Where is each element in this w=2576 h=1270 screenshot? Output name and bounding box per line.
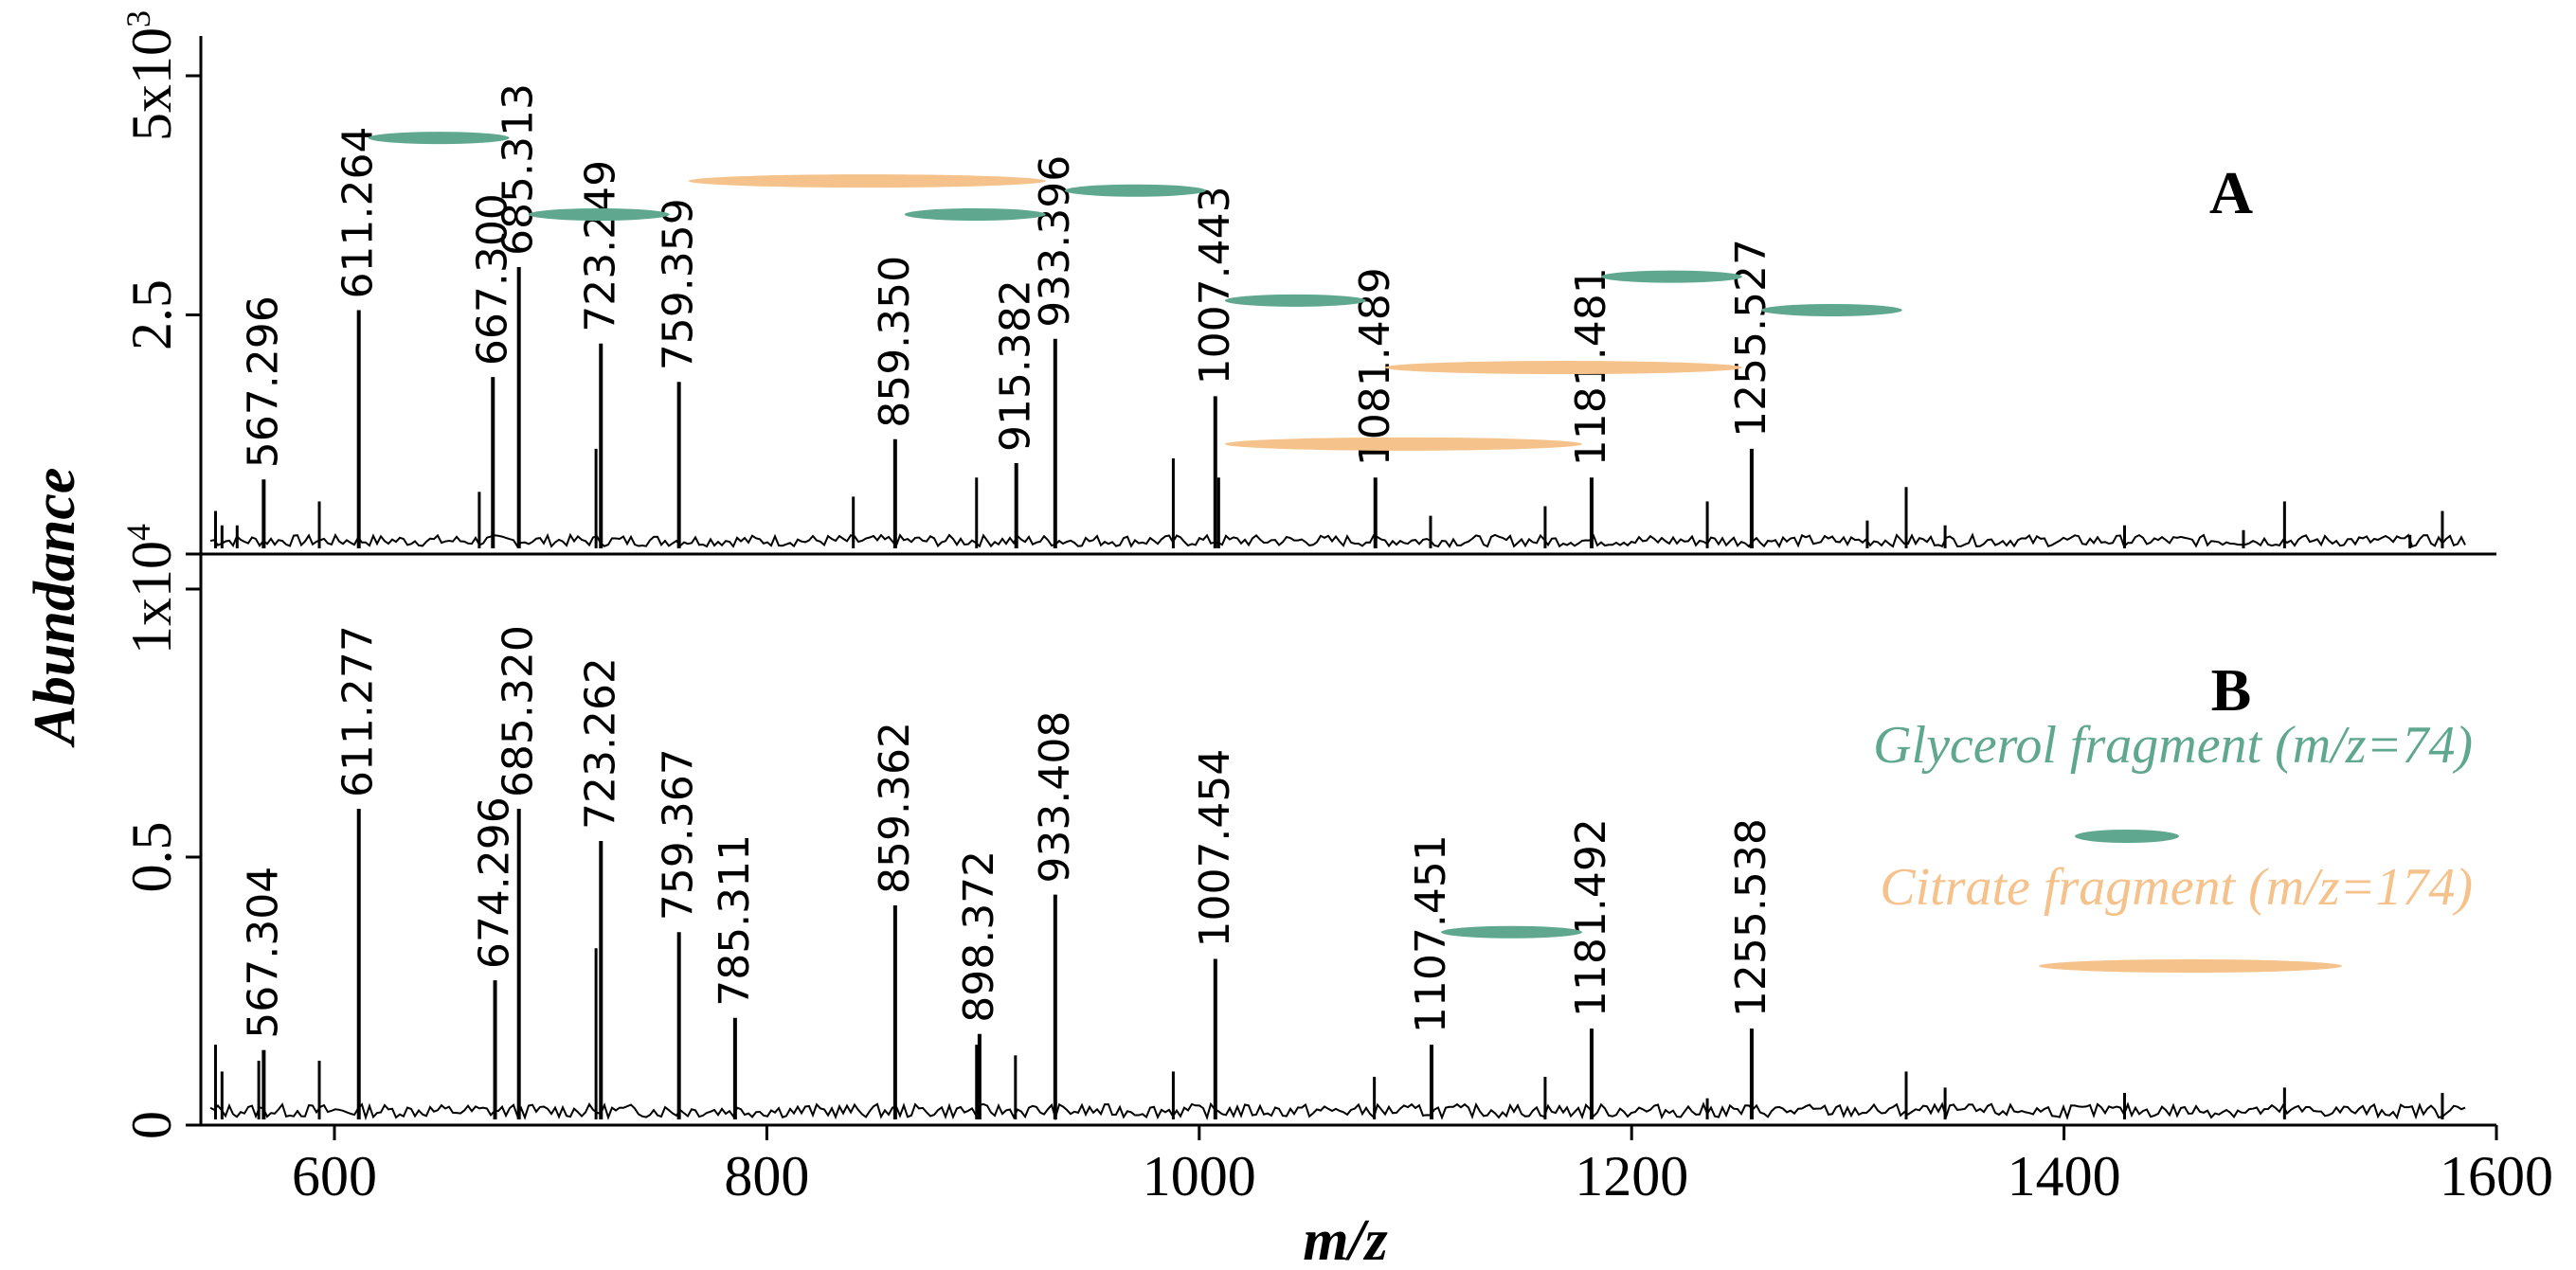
- peak-label-685.320: 685.320: [495, 625, 543, 797]
- peak-label-567.304: 567.304: [239, 867, 287, 1039]
- legend: Glycerol fragment (m/z=74) Citrate fragm…: [1873, 716, 2473, 973]
- peak-label-1181.492: 1181.492: [1567, 818, 1615, 1017]
- peak-label-674.296: 674.296: [471, 796, 519, 969]
- x-tick-label-1600: 1600: [2440, 1145, 2553, 1207]
- glycerol-fragment-marker: [1224, 294, 1366, 307]
- x-tick-label-600: 600: [292, 1145, 377, 1207]
- glycerol-fragment-marker: [904, 207, 1046, 221]
- peak-label-859.350: 859.350: [871, 256, 919, 428]
- panel-letter-b: B: [2211, 656, 2252, 724]
- peak-label-1255.527: 1255.527: [1727, 239, 1775, 438]
- plot-frame: [199, 36, 2496, 1127]
- peak-label-859.362: 859.362: [871, 722, 919, 894]
- peak-label-685.313: 685.313: [495, 83, 543, 256]
- y-axis-title: Abundance: [23, 468, 87, 749]
- peak-label-667.300: 667.300: [468, 193, 516, 366]
- peak-label-723.262: 723.262: [576, 657, 624, 830]
- peak-label-933.408: 933.408: [1031, 711, 1079, 884]
- peak-label-915.382: 915.382: [992, 279, 1040, 452]
- y-tick-label-a: 2.5: [120, 279, 183, 350]
- glycerol-fragment-marker: [1760, 303, 1902, 316]
- x-axis: 600 800 1000 1200 1400 1600: [292, 1125, 2553, 1207]
- y-tick-label-b: 0: [120, 1111, 183, 1139]
- y-scale-exponent: 3: [119, 10, 157, 27]
- peak-label-759.367: 759.367: [655, 748, 703, 921]
- citrate-fragment-marker: [1384, 361, 1742, 375]
- glycerol-fragment-marker: [1441, 925, 1582, 939]
- peak-label-567.296: 567.296: [239, 295, 287, 468]
- y-tick-label-a: 5x103: [119, 10, 183, 141]
- peak-label-759.359: 759.359: [655, 198, 703, 370]
- peak-label-785.311: 785.311: [711, 834, 759, 1007]
- glycerol-fragment-marker: [1064, 184, 1206, 197]
- x-tick-label-800: 800: [724, 1145, 809, 1207]
- peak-label-723.249: 723.249: [576, 160, 624, 332]
- y-tick-label-b: 1x104: [119, 524, 183, 654]
- peak-label-933.396: 933.396: [1031, 155, 1079, 328]
- legend-glycerol-label: Glycerol fragment (m/z=74): [1873, 716, 2473, 775]
- panel-letter-a: A: [2209, 159, 2253, 226]
- peak-label-611.277: 611.277: [334, 625, 383, 797]
- legend-glycerol-swatch: [2075, 830, 2179, 843]
- glycerol-fragment-marker: [528, 207, 670, 221]
- glycerol-fragment-marker: [1600, 270, 1742, 283]
- peak-label-611.264: 611.264: [334, 126, 383, 298]
- y-tick-label-b: 0.5: [120, 822, 183, 893]
- glycerol-fragment-marker: [368, 132, 510, 145]
- x-tick-label-1400: 1400: [2008, 1145, 2121, 1207]
- peak-label-1255.538: 1255.538: [1727, 818, 1775, 1017]
- peak-label-898.372: 898.372: [955, 850, 1003, 1023]
- legend-citrate-swatch: [2039, 959, 2342, 973]
- x-tick-label-1000: 1000: [1143, 1145, 1256, 1207]
- x-axis-title: m/z: [1303, 1208, 1388, 1270]
- x-tick-label-1200: 1200: [1575, 1145, 1688, 1207]
- peak-label-1007.443: 1007.443: [1191, 186, 1239, 385]
- y-scale-exponent: 4: [119, 524, 157, 541]
- baseline-noise-a: [209, 532, 2466, 548]
- legend-citrate-label: Citrate fragment (m/z=174): [1880, 858, 2473, 917]
- citrate-fragment-marker: [688, 174, 1046, 188]
- baseline-noise-b: [209, 1101, 2466, 1121]
- peak-label-1007.454: 1007.454: [1191, 749, 1239, 948]
- citrate-fragment-marker: [1224, 437, 1582, 451]
